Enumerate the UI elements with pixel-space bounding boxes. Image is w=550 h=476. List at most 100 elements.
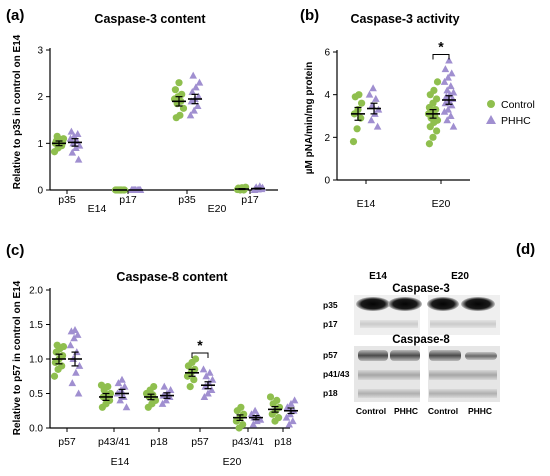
panel-c-title: Caspase-8 content (116, 270, 228, 284)
panel-a-point-phhc (186, 111, 195, 119)
panel-a-point-control (175, 79, 183, 87)
band-p57-e20-control (429, 350, 461, 361)
panel-c-point-control (273, 396, 281, 404)
band-p41-43-e14 (358, 370, 420, 380)
panel-b-point-phhc (447, 82, 455, 90)
panel-c-point-control (106, 389, 115, 398)
blot-group-e14: E14 (369, 271, 387, 282)
legend-phhc-label: PHHC (501, 115, 531, 127)
panel-c-point-phhc (71, 326, 79, 334)
panel-b-point-phhc (367, 116, 376, 124)
panel-a-point-phhc (194, 92, 203, 100)
panel-c-letter: (c) (6, 242, 24, 259)
blot-band-label-p18: p18 (323, 388, 338, 398)
panel-a-title: Caspase-3 content (94, 12, 206, 26)
panel-b-point-control (425, 140, 433, 148)
panel-b-sig-bracket (432, 54, 450, 60)
panel-c-sig-label: * (197, 337, 203, 353)
panel-b-point-phhc (368, 101, 376, 109)
panel-c-xcat-label: p18 (274, 436, 292, 448)
band-p35-e14-phhc (388, 297, 422, 311)
blot-caspase3-title: Caspase-3 (392, 283, 450, 295)
panel-b-point-phhc (365, 90, 374, 98)
panel-b-point-phhc (447, 112, 455, 119)
band-p57-e14-control (358, 350, 388, 361)
legend-control-label: Control (501, 99, 535, 111)
panel-c-xcat-label: p43/41 (232, 436, 264, 448)
panel-a-point-phhc (195, 78, 204, 86)
panel-b-point-phhc (449, 122, 458, 130)
band-p18-e20 (429, 389, 497, 398)
panel-a-ytick-label: 3 (37, 46, 43, 57)
panel-c-point-control (59, 342, 68, 351)
panel-c-ytick-label: 1.0 (29, 355, 43, 366)
blot-band-label-p17: p17 (323, 319, 338, 329)
panel-a-point-phhc (68, 148, 77, 156)
panel-b-xcat-label: E14 (357, 198, 376, 210)
panel-a-point-control (171, 86, 179, 94)
blot-lane-phhc-e14: PHHC (394, 406, 418, 416)
panel-c-xcat-label: p57 (191, 436, 209, 448)
panel-b-ytick-label: 2 (324, 133, 330, 144)
legend-control-marker (487, 100, 495, 108)
panel-b-point-phhc (372, 94, 380, 102)
panel-b-point-control (430, 86, 438, 94)
panel-c-point-phhc (160, 382, 169, 390)
panel-b-ytick-label: 0 (324, 176, 330, 187)
panel-c-group-e20: E20 (223, 456, 242, 468)
panel-b-point-control (358, 99, 366, 107)
panel-a-point-phhc (75, 141, 84, 149)
panel-c-ytick-label: 2.0 (29, 286, 43, 297)
panel-a-letter: (a) (6, 7, 24, 24)
panel-a-xcat-label: p35 (178, 194, 196, 206)
panel-b-point-phhc (444, 105, 452, 113)
panel-c-xcat-label: p57 (58, 436, 76, 448)
panel-c-group-e14: E14 (111, 456, 130, 468)
blot-lane-control-e14: Control (356, 406, 386, 416)
panel-c-point-phhc (206, 368, 214, 376)
panel-c-point-phhc (207, 386, 216, 394)
panel-a: (a) Caspase-3 content Relative to p35 in… (6, 7, 278, 215)
panel-c-point-phhc (118, 375, 126, 383)
panel-c-ylabel: Relative to p57 in control on E14 (12, 280, 23, 435)
panel-a-point-phhc (193, 102, 202, 109)
panel-a-point-control (176, 111, 184, 119)
panel-b-point-phhc (445, 56, 453, 64)
band-p57-e14-phhc (390, 350, 420, 361)
panel-a-point-phhc (188, 88, 197, 95)
panel-a-point-phhc (192, 83, 200, 91)
panel-a-point-phhc (256, 182, 264, 190)
panel-c-point-control (106, 396, 114, 404)
panel-c-point-phhc (289, 417, 297, 425)
panel-c-point-control (50, 372, 59, 380)
blot-band-label-p35: p35 (323, 300, 338, 310)
panel-b-point-control (433, 95, 441, 103)
band-p17-e20 (430, 320, 496, 328)
panel-c-point-phhc (72, 368, 80, 376)
blot-band-label-p41-43: p41/43 (323, 369, 350, 379)
panel-b-letter: (b) (300, 7, 319, 24)
panel-c-point-phhc (73, 330, 82, 338)
panel-c-point-phhc (166, 386, 175, 394)
panel-c-point-control (150, 383, 158, 391)
panel-c: (c) Caspase-8 content Relative to p57 in… (6, 242, 299, 468)
blot-group-e20: E20 (451, 271, 469, 282)
blot-lane-phhc-e20: PHHC (468, 406, 492, 416)
panel-a-point-phhc (70, 132, 78, 140)
panel-b: (b) Caspase-3 activity µM pNA/min/mg pro… (300, 7, 535, 210)
panel-c-point-control (59, 351, 67, 360)
panel-c-point-control (266, 393, 275, 401)
panel-a-point-phhc (72, 144, 80, 151)
blot-lane-gap (420, 295, 428, 335)
panel-c-ytick-label: 1.5 (29, 320, 43, 331)
band-p17-e14 (360, 320, 418, 328)
panel-c-point-control (151, 396, 160, 404)
panel-b-xcat-label: E20 (432, 198, 451, 210)
panel-a-xcat-label: p17 (241, 194, 259, 206)
panel-b-point-phhc (449, 88, 458, 96)
band-p35-e20-control (427, 297, 459, 311)
panel-d: (d) E14 E20 Caspase-3 p35 p17 Caspase-8 … (323, 241, 535, 416)
panel-c-point-phhc (256, 415, 265, 423)
panel-c-point-control (53, 341, 61, 349)
